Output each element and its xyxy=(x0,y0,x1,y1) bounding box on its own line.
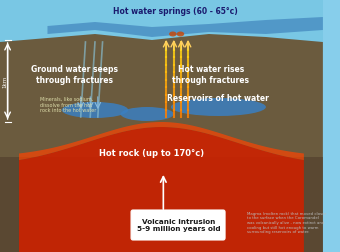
Text: Magma (molten rock) that moved closer
to the surface when the Coromandel
was vol: Magma (molten rock) that moved closer to… xyxy=(247,211,326,233)
Text: Volcanic intrusion
5-9 million years old: Volcanic intrusion 5-9 million years old xyxy=(137,219,220,232)
Text: Hot rock (up to 170°c): Hot rock (up to 170°c) xyxy=(99,148,204,157)
Bar xyxy=(0,0,323,53)
Polygon shape xyxy=(48,18,323,38)
Polygon shape xyxy=(19,122,304,161)
Ellipse shape xyxy=(171,99,266,116)
Text: Ground water seeps
through fractures: Ground water seeps through fractures xyxy=(31,65,118,84)
Ellipse shape xyxy=(121,108,174,121)
Text: Reservoirs of hot water: Reservoirs of hot water xyxy=(168,93,269,102)
Ellipse shape xyxy=(62,103,128,118)
Polygon shape xyxy=(0,158,323,252)
Text: Hot water rises
through fractures: Hot water rises through fractures xyxy=(172,65,249,84)
Ellipse shape xyxy=(169,32,177,37)
FancyBboxPatch shape xyxy=(131,210,225,240)
Text: Hot water springs (60 - 65°c): Hot water springs (60 - 65°c) xyxy=(113,7,238,15)
Text: 1km: 1km xyxy=(2,76,7,88)
Text: Minerals, like sodium,
dissolve from the hot
rock into the hot water: Minerals, like sodium, dissolve from the… xyxy=(40,96,96,113)
Bar xyxy=(0,0,323,53)
Polygon shape xyxy=(0,35,323,252)
Polygon shape xyxy=(19,128,304,252)
Ellipse shape xyxy=(177,32,184,37)
